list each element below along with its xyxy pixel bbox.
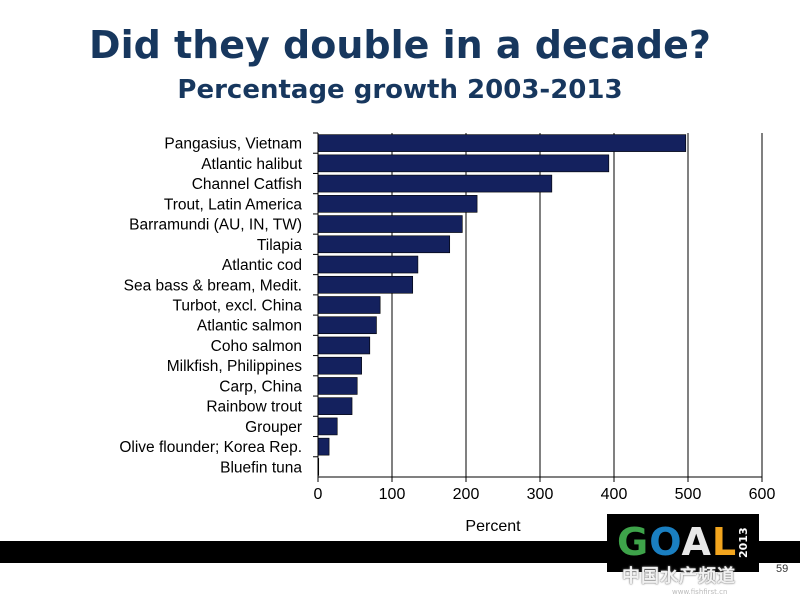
slide-subtitle: Percentage growth 2003-2013 — [177, 75, 623, 105]
logo-letter-a: A — [681, 520, 712, 564]
category-label: Bluefin tuna — [220, 459, 302, 476]
logo-letter-l: L — [711, 520, 738, 564]
x-tick-label: 100 — [379, 486, 406, 503]
bar — [317, 397, 353, 415]
category-label: Olive flounder; Korea Rep. — [119, 439, 302, 456]
bar — [317, 296, 381, 314]
x-tick-label: 200 — [453, 486, 480, 503]
category-label: Milkfish, Philippines — [167, 358, 302, 375]
watermark-url: www.fishfirst.cn — [672, 588, 728, 596]
goal-2013-logo: GOAL 2013 — [607, 514, 759, 572]
bar — [317, 316, 377, 335]
x-axis-label: Percent — [465, 518, 521, 535]
category-label: Turbot, excl. China — [172, 298, 302, 315]
chart-tick-labels: 0 100 200 300 400 500 600 — [314, 486, 776, 503]
logo-letter-o: O — [649, 520, 682, 564]
logo-year: 2013 — [737, 527, 750, 558]
bar — [317, 195, 478, 213]
slide-title: Did they double in a decade? — [89, 23, 711, 67]
category-label: Carp, China — [219, 378, 302, 395]
footer-bar — [0, 541, 800, 563]
bar — [317, 174, 553, 193]
category-label: Coho salmon — [211, 338, 302, 355]
category-label: Channel Catfish — [192, 176, 302, 193]
category-label: Atlantic cod — [222, 257, 302, 274]
x-tick-label: 400 — [601, 486, 628, 503]
category-label: Pangasius, Vietnam — [164, 136, 302, 153]
category-label: Grouper — [245, 419, 302, 436]
bar-chart: Pangasius, Vietnam Atlantic halibut Channe… — [119, 132, 776, 535]
bar — [317, 235, 451, 254]
bar — [317, 377, 358, 395]
category-label: Barramundi (AU, IN, TW) — [129, 217, 302, 234]
chart-axes — [313, 132, 763, 482]
x-tick-label: 300 — [527, 486, 554, 503]
bar — [317, 356, 362, 375]
x-tick-label: 600 — [749, 486, 776, 503]
bar — [317, 336, 371, 355]
bar — [317, 215, 463, 233]
category-label: Tilapia — [257, 237, 302, 254]
bar — [317, 437, 330, 456]
category-label: Atlantic salmon — [197, 318, 302, 335]
bar — [317, 417, 338, 436]
category-label: Sea bass & bream, Medit. — [124, 277, 302, 294]
category-label: Rainbow trout — [206, 399, 302, 416]
bar — [317, 275, 414, 294]
goal-logo-text: GOAL — [617, 518, 737, 566]
category-label: Atlantic halibut — [201, 156, 303, 173]
chart-bars — [317, 134, 687, 476]
category-label: Trout, Latin America — [164, 196, 303, 213]
chart-category-labels: Pangasius, Vietnam Atlantic halibut Channe… — [119, 136, 302, 477]
x-tick-label: 500 — [675, 486, 702, 503]
page-number: 59 — [776, 563, 789, 575]
watermark-text: 中国水产频道 — [622, 566, 736, 587]
logo-letter-g: G — [617, 520, 650, 564]
bar — [317, 255, 419, 274]
bar — [317, 154, 610, 173]
bar — [317, 134, 687, 152]
x-tick-label: 0 — [314, 486, 323, 503]
